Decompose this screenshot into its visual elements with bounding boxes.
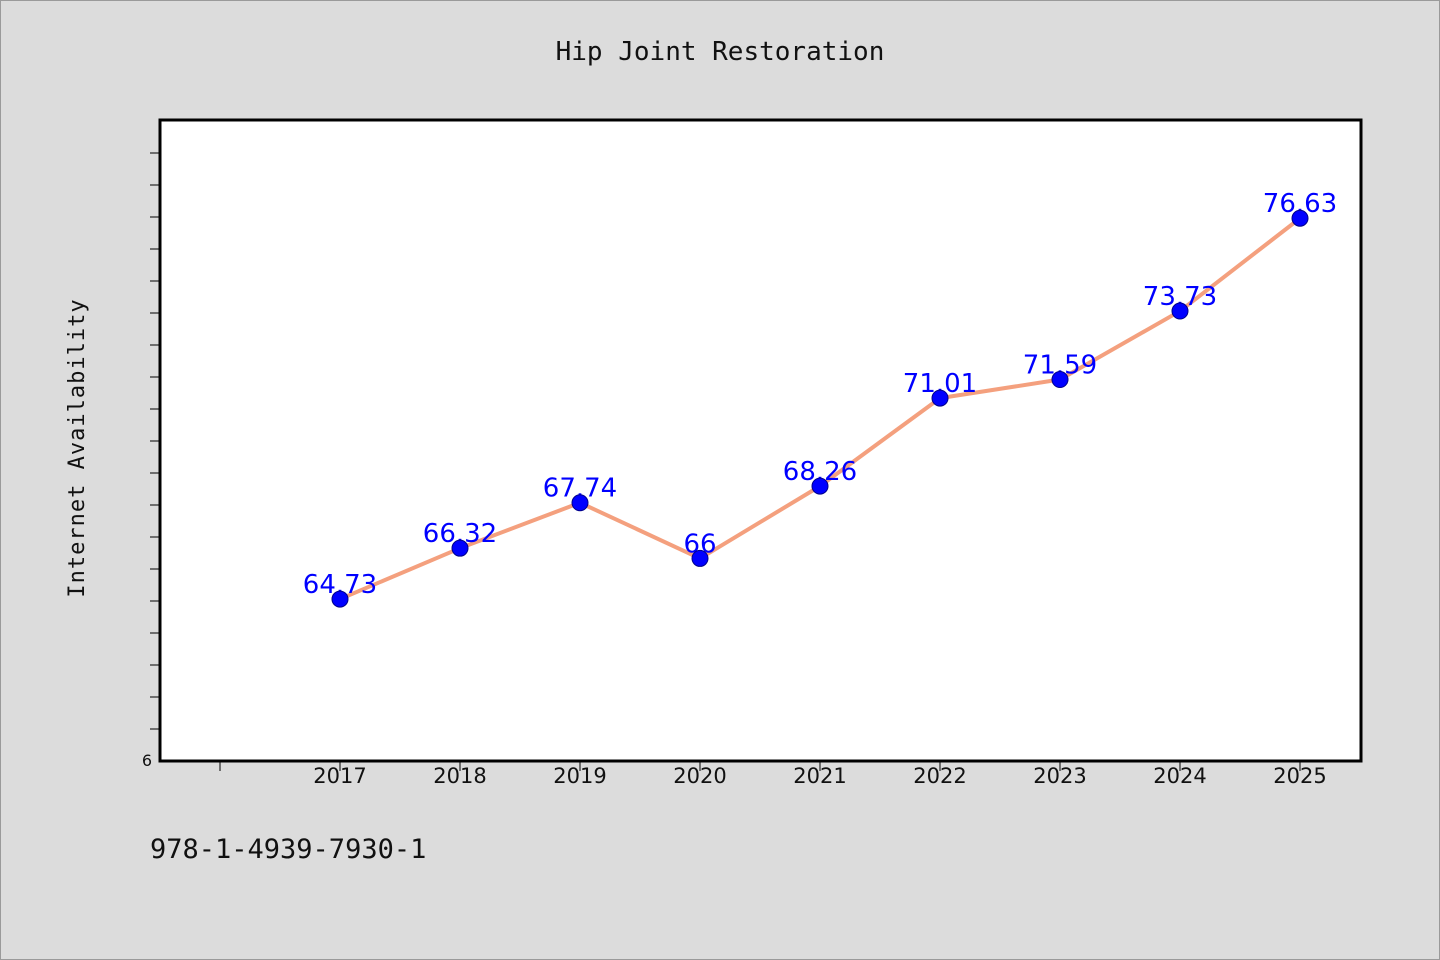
- x-tick-label: 2019: [553, 764, 606, 788]
- x-tick-label: 2017: [313, 764, 366, 788]
- y-axis-ticks: [150, 152, 160, 730]
- series-group: 64.7366.3267.746668.2671.0171.5973.7376.…: [303, 189, 1337, 608]
- x-axis-ticks: 2017 2018 2019 2020 2021 2022 2023 2024 2025: [219, 761, 1327, 788]
- data-point-marker: [571, 494, 589, 512]
- data-point-marker: [1171, 302, 1189, 320]
- x-tick-label: 2022: [913, 764, 966, 788]
- y-axis-label: Internet Availability: [65, 298, 90, 597]
- x-tick-label: 2024: [1153, 764, 1206, 788]
- x-tick-label: 2020: [673, 764, 726, 788]
- data-point-marker: [811, 477, 829, 495]
- x-tick-label: 2021: [793, 764, 846, 788]
- x-tick-label: 2025: [1273, 764, 1326, 788]
- x-tick-label: 2018: [433, 764, 486, 788]
- x-tick-label: 2023: [1033, 764, 1086, 788]
- data-point-marker: [1051, 371, 1069, 389]
- chart-title: Hip Joint Restoration: [556, 37, 885, 67]
- y-tick-label: 6: [142, 751, 152, 770]
- data-point-marker: [1291, 209, 1309, 227]
- data-point-marker: [691, 549, 709, 567]
- data-point-marker: [451, 539, 469, 557]
- data-point-marker: [931, 389, 949, 407]
- data-point-marker: [331, 590, 349, 608]
- plot-area: [158, 118, 1363, 763]
- isbn-code: 978-1-4939-7930-1: [150, 834, 427, 865]
